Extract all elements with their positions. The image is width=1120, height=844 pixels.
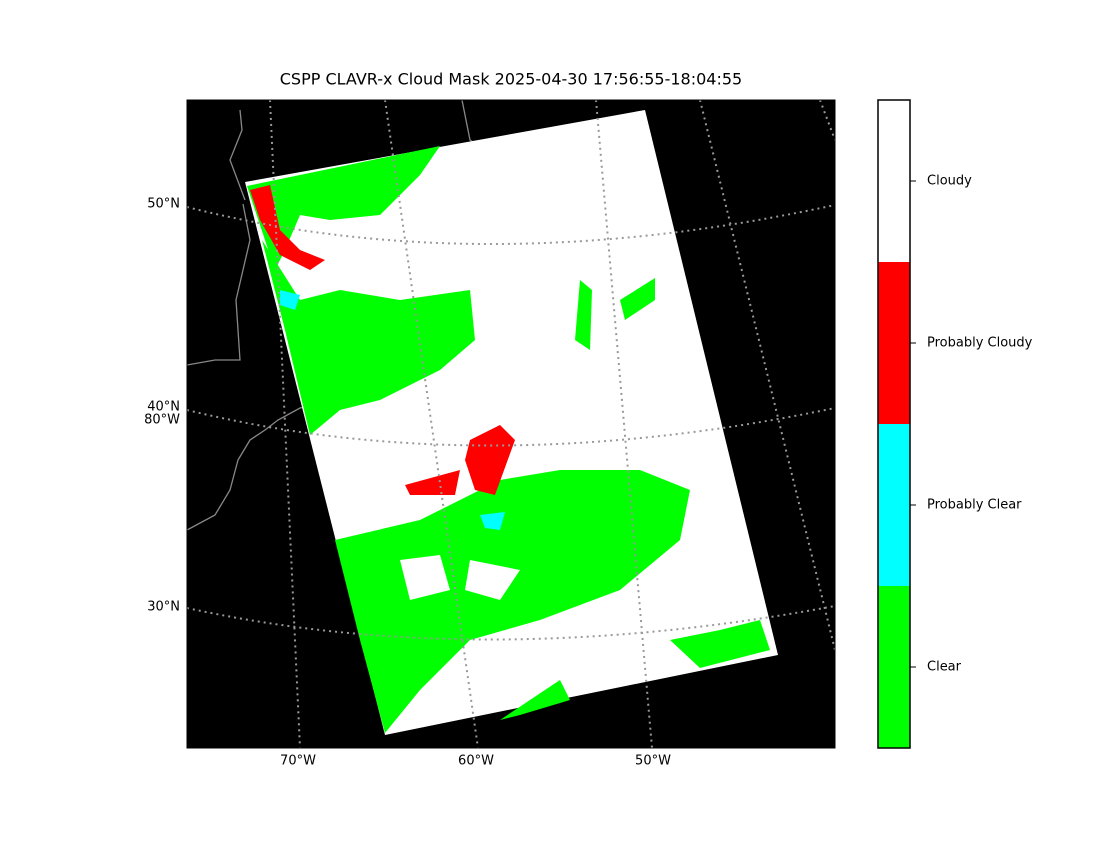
map-frame (186, 99, 836, 749)
colorbar-segment (878, 424, 910, 586)
clear-region (247, 146, 440, 270)
longitude-label: 70°W (280, 754, 316, 769)
colorbar-segment (878, 262, 910, 424)
longitude-label: 80°W (144, 413, 180, 428)
graticule (187, 100, 835, 748)
colorbar-label: Cloudy (927, 174, 972, 189)
cloud-region (400, 555, 520, 600)
colorbar-label: Clear (927, 660, 962, 675)
map-title: CSPP CLAVR-x Cloud Mask 2025-04-30 17:56… (280, 70, 742, 89)
latitude-label: 40°N (147, 400, 180, 415)
colorbar-segment (878, 586, 910, 748)
map (186, 99, 836, 749)
colorbar-segment (878, 100, 910, 262)
longitude-label: 60°W (458, 754, 494, 769)
clear-region (262, 240, 475, 435)
latitude-label: 50°N (147, 197, 180, 212)
clear-region (335, 470, 690, 733)
colorbar-frame (877, 99, 911, 749)
longitude-label: 50°W (635, 754, 671, 769)
colorbar-label: Probably Clear (927, 498, 1022, 513)
probably-cloudy-region (250, 185, 515, 495)
colorbar: Clear Probably Clear Probably Cloudy Cloudy (877, 99, 1033, 749)
colorbar-label: Probably Cloudy (927, 336, 1033, 351)
latitude-label: 30°N (147, 600, 180, 615)
